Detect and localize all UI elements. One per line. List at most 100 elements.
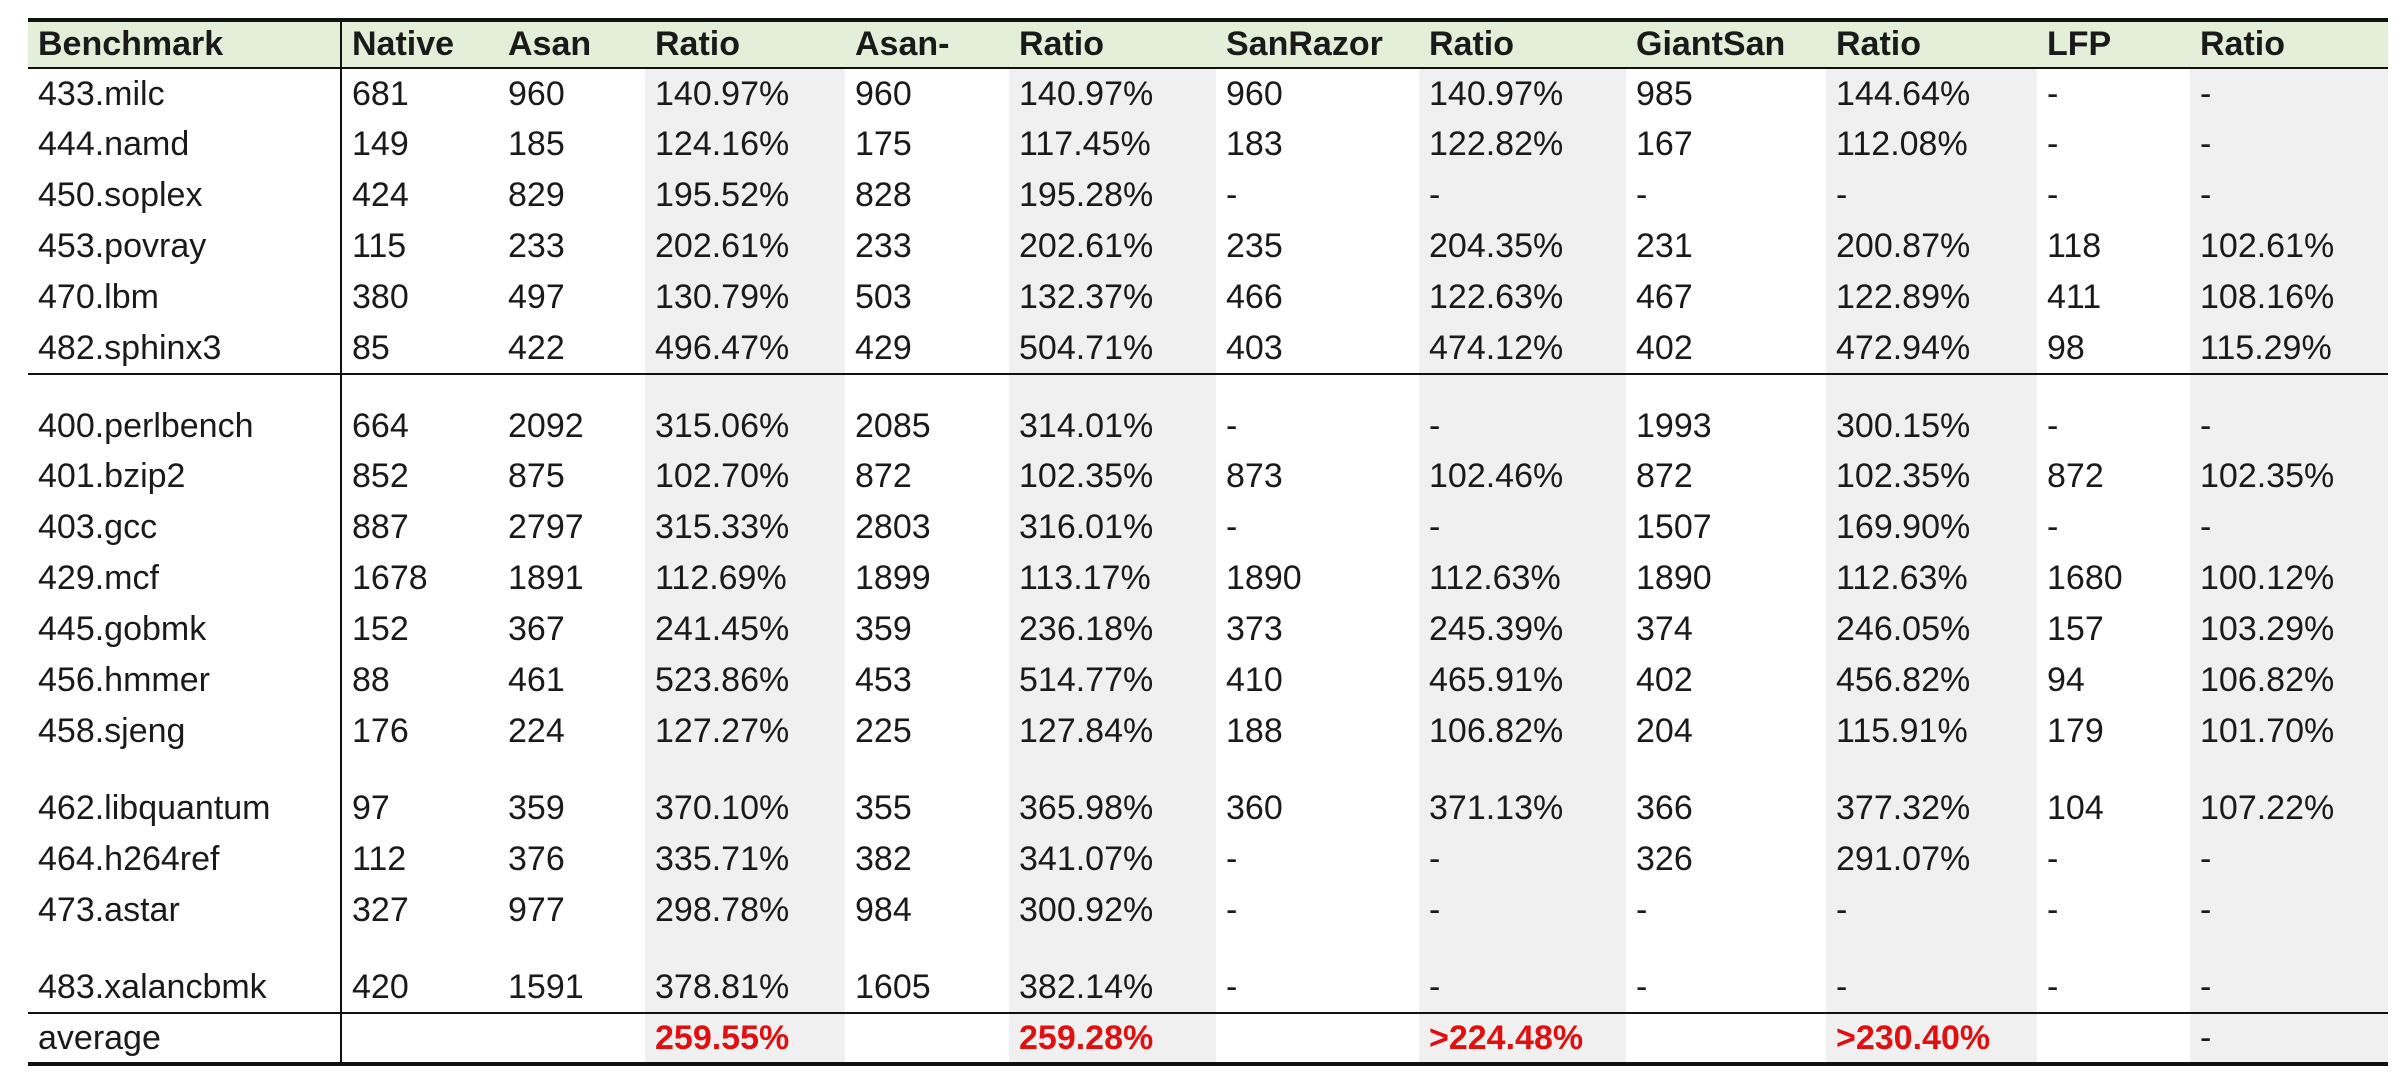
cell-benchmark: 453.povray [28,221,342,272]
cell-asan-minus: 503 [855,278,912,316]
cell-asan: 2797 [508,508,584,546]
cell-asan-ratio: 112.69% [645,553,845,604]
cell-sanrazor-ratio: - [1419,502,1626,553]
cell-asan-minus-ratio: 102.35% [1009,451,1216,502]
header-sanrazor: SanRazor [1216,18,1419,69]
cell-giantsan: 402 [1626,323,1826,375]
cell-giantsan-ratio: 115.91% [1826,706,2037,757]
benchmark-table: Benchmark Native Asan Ratio Asan- Ratio … [28,18,2388,1066]
table-row: 470.lbm 380 497 130.79% 503 132.37% 466 122.63%… [28,272,2388,323]
cell-asan-ratio: 195.52% [645,170,845,221]
cell-giantsan: 204 [1636,712,1693,750]
cell-lfp: 872 [2047,457,2104,495]
cell-asan-minus: 429 [845,323,1009,375]
cell-lfp-ratio: - [2190,68,2388,119]
cell-sanrazor: 360 [1226,789,1283,827]
cell-sanrazor: 183 [1226,125,1283,163]
cell-lfp: 179 [2047,712,2104,750]
cell-asan-minus-ratio: 132.37% [1009,272,1216,323]
cell-giantsan: - [1636,176,1648,214]
cell-asan: 185 [508,125,565,163]
cell-asan-ratio: 370.10% [645,757,845,834]
cell-sanrazor: 466 [1226,278,1283,316]
table-header: Benchmark Native Asan Ratio Asan- Ratio … [28,18,2388,69]
cell-asan-minus: 984 [855,891,912,929]
cell-asan: 359 [508,789,565,827]
cell-benchmark: 445.gobmk [28,604,342,655]
cell-asan-minus: 960 [855,74,912,113]
average-asan-ratio: 259.55% [645,1012,845,1066]
cell-benchmark: 429.mcf [28,553,342,604]
cell-giantsan: 326 [1636,840,1693,878]
table-row: 473.astar 327 977 298.78% 984 300.92% - - - - - - [28,885,2388,936]
header-lfp-ratio: Ratio [2190,18,2388,69]
cell-benchmark: 450.soplex [28,170,342,221]
cell-sanrazor: - [1226,967,1238,1006]
cell-asan-minus-ratio: 504.71% [1009,323,1216,375]
cell-giantsan-ratio: 112.08% [1826,119,2037,170]
header-asan: Asan [498,18,645,69]
average-asan [498,1012,645,1066]
cell-sanrazor: 403 [1216,323,1419,375]
cell-giantsan: 872 [1636,457,1693,495]
cell-sanrazor-ratio: - [1419,170,1626,221]
cell-lfp: - [2047,74,2059,113]
table-row: 450.soplex 424 829 195.52% 828 195.28% - - - - - - [28,170,2388,221]
cell-lfp: 1680 [2047,559,2123,597]
cell-native: 176 [352,712,409,750]
cell-giantsan: 402 [1636,661,1693,699]
average-lfp-ratio: - [2190,1012,2388,1066]
cell-sanrazor: - [1226,891,1238,929]
cell-asan-ratio: 140.97% [645,68,845,119]
cell-native: 887 [352,508,409,546]
table-row: 462.libquantum 97 359 370.10% 355 365.98% 360 3… [28,757,2388,834]
cell-giantsan-ratio: 122.89% [1826,272,2037,323]
cell-asan-minus: 453 [855,661,912,699]
cell-asan: 497 [508,278,565,316]
cell-asan: 422 [498,323,645,375]
cell-lfp-ratio: 101.70% [2190,706,2388,757]
cell-giantsan-ratio: 102.35% [1826,451,2037,502]
cell-lfp: - [2047,176,2059,214]
cell-sanrazor-ratio: - [1419,936,1626,1013]
table-row: 429.mcf 1678 1891 112.69% 1899 113.17% 1890 112… [28,553,2388,604]
cell-giantsan-ratio: 456.82% [1826,655,2037,706]
cell-asan-ratio: 335.71% [645,834,845,885]
cell-sanrazor: - [1226,176,1238,214]
cell-giantsan-ratio: - [1826,170,2037,221]
cell-sanrazor-ratio: 102.46% [1419,451,1626,502]
cell-asan-ratio: 127.27% [645,706,845,757]
cell-benchmark: 483.xalancbmk [28,936,342,1013]
cell-sanrazor-ratio: 140.97% [1419,68,1626,119]
cell-sanrazor-ratio: 122.82% [1419,119,1626,170]
cell-benchmark: 401.bzip2 [28,451,342,502]
cell-native: 112 [352,840,407,878]
cell-asan-ratio: 102.70% [645,451,845,502]
cell-asan-minus-ratio: 365.98% [1009,757,1216,834]
cell-lfp-ratio: 115.29% [2190,323,2388,375]
cell-giantsan: 1507 [1636,508,1712,546]
cell-native: 85 [341,323,498,375]
table-row: 483.xalancbmk 420 1591 378.81% 1605 382.14% - -… [28,936,2388,1013]
cell-asan-minus: 1605 [855,967,931,1006]
cell-sanrazor-ratio: - [1419,885,1626,936]
cell-giantsan: 985 [1636,74,1693,113]
cell-asan-minus-ratio: 140.97% [1009,68,1216,119]
cell-asan: 875 [508,457,565,495]
cell-benchmark: 462.libquantum [28,757,342,834]
cell-sanrazor-ratio: - [1419,834,1626,885]
cell-asan-minus-ratio: 514.77% [1009,655,1216,706]
cell-asan-ratio: 298.78% [645,885,845,936]
table-row: 403.gcc 887 2797 315.33% 2803 316.01% - -1507 16… [28,502,2388,553]
cell-giantsan-ratio: 200.87% [1826,221,2037,272]
header-row: Benchmark Native Asan Ratio Asan- Ratio … [28,18,2388,69]
cell-sanrazor-ratio: 106.82% [1419,706,1626,757]
cell-giantsan: 366 [1636,789,1693,827]
cell-asan: 1591 [508,967,584,1006]
cell-giantsan: 167 [1636,125,1693,163]
header-asan-minus: Asan- [845,18,1009,69]
cell-giantsan-ratio: 291.07% [1826,834,2037,885]
cell-native: 152 [352,610,409,648]
header-asan-ratio: Ratio [645,18,845,69]
cell-giantsan-ratio: - [1826,885,2037,936]
